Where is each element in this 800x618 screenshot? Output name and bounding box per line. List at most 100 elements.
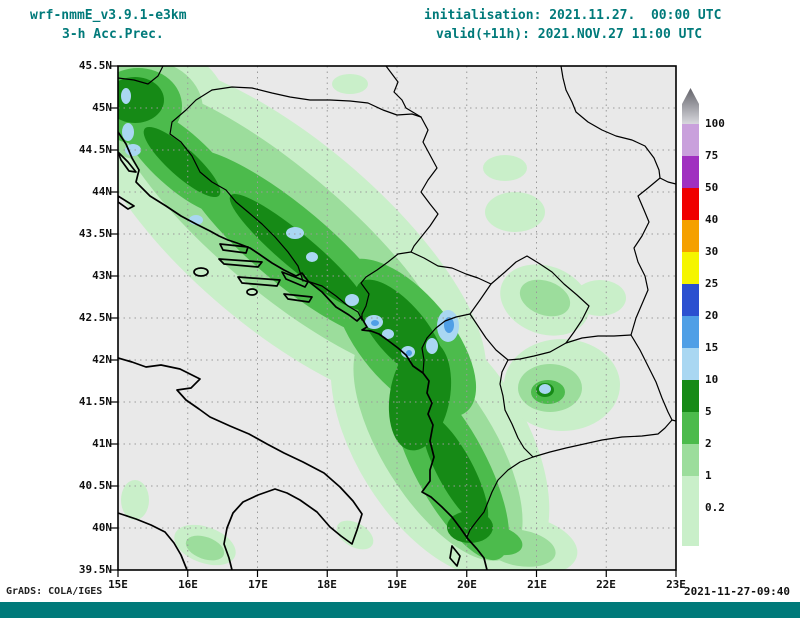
colorbar-swatch xyxy=(682,188,699,220)
lat-label: 39.5N xyxy=(78,563,112,576)
lon-label: 23E xyxy=(666,578,686,591)
valid-time: valid(+11h): 2021.NOV.27 11:00 UTC xyxy=(436,27,703,42)
precip-blob xyxy=(118,77,164,123)
colorbar xyxy=(682,88,699,546)
footer-bar xyxy=(0,602,800,618)
precip-blob xyxy=(143,126,221,198)
lat-label: 42N xyxy=(92,353,112,366)
lon-label: 18E xyxy=(317,578,337,591)
precip-blob xyxy=(229,193,367,311)
colorbar-swatch xyxy=(682,380,699,412)
axis-ticks xyxy=(111,65,677,577)
precip-blob xyxy=(371,320,379,326)
precip-blob xyxy=(539,384,551,394)
lat-label: 44.5N xyxy=(78,143,112,156)
island-lastovo xyxy=(246,288,258,296)
border-serbia-macedonia xyxy=(565,334,632,344)
colorbar-swatch xyxy=(682,284,699,316)
precip-shading xyxy=(118,66,626,570)
lon-label: 19E xyxy=(387,578,407,591)
lon-label: 20E xyxy=(457,578,477,591)
lon-label: 22E xyxy=(596,578,616,591)
border-albania-greece xyxy=(466,456,534,538)
border-bosnia-montenegro xyxy=(360,251,412,321)
border-serbia-bulgaria xyxy=(630,177,661,336)
colorbar-label: 5 xyxy=(705,405,712,418)
precip-blob xyxy=(485,192,545,232)
coastline-italy xyxy=(118,357,363,570)
colorbar-label: 50 xyxy=(705,181,719,194)
colorbar-swatch xyxy=(682,476,699,508)
precip-blob xyxy=(286,227,304,239)
precip-blob xyxy=(406,350,412,356)
lat-label: 41.5N xyxy=(78,395,112,408)
colorbar-label: 100 xyxy=(705,117,725,130)
precip-blob xyxy=(426,338,438,354)
island-vis xyxy=(193,267,209,277)
lat-label: 40N xyxy=(92,521,112,534)
colorbar-label: 15 xyxy=(705,341,719,354)
precip-blob xyxy=(121,480,149,520)
precip-blob xyxy=(121,88,131,104)
product-title: 3-h Acc.Prec. xyxy=(62,27,164,42)
lat-label: 45.5N xyxy=(78,59,112,72)
precip-blob xyxy=(185,535,225,561)
border-bosnia-serbia-drina xyxy=(410,116,439,253)
colorbar-swatch xyxy=(682,316,699,348)
colorbar-label: 1 xyxy=(705,469,712,482)
model-title: wrf-nmmE_v3.9.1-e3km xyxy=(30,8,187,23)
colorbar-label: 25 xyxy=(705,277,719,290)
precip-blob xyxy=(447,511,493,543)
colorbar-label: 2 xyxy=(705,437,712,450)
coastline-islands xyxy=(118,151,461,567)
lat-label: 45N xyxy=(92,101,112,114)
colorbar-swatch xyxy=(682,252,699,284)
lat-label: 43N xyxy=(92,269,112,282)
border-slovenia-croatia xyxy=(118,66,164,85)
creation-timestamp: 2021-11-27-09:40 xyxy=(684,585,790,598)
border-croatia-bosnia xyxy=(169,89,363,321)
colorbar-swatch xyxy=(682,220,699,252)
border-macedonia-bulgaria xyxy=(630,334,676,422)
precip-blob xyxy=(483,155,527,181)
lat-label: 41N xyxy=(92,437,112,450)
lon-label: 21E xyxy=(527,578,547,591)
colorbar-label: 20 xyxy=(705,309,719,322)
lon-label: 15E xyxy=(108,578,128,591)
border-kosovo xyxy=(469,255,590,361)
precip-blob xyxy=(421,414,489,526)
border-serbia-romania xyxy=(560,66,676,185)
lon-label: 17E xyxy=(248,578,268,591)
border-albania-macedonia xyxy=(499,359,534,458)
lat-label: 40.5N xyxy=(78,479,112,492)
colorbar-swatch xyxy=(682,124,699,156)
colorbar-label: 0.2 xyxy=(705,501,725,514)
colorbar-swatch xyxy=(682,444,699,476)
grads-credit: GrADS: COLA/IGES xyxy=(6,586,103,597)
lat-label: 42.5N xyxy=(78,311,112,324)
colorbar-swatch xyxy=(682,412,699,444)
border-croatia-serbia xyxy=(385,66,422,118)
lat-label: 44N xyxy=(92,185,112,198)
init-time: initialisation: 2021.11.27. 00:00 UTC xyxy=(424,8,722,23)
border-sava-bosnia-north xyxy=(211,86,422,118)
precip-blob xyxy=(382,329,394,339)
colorbar-swatch xyxy=(682,348,699,380)
colorbar-label: 10 xyxy=(705,373,719,386)
precip-blob xyxy=(574,280,626,316)
lon-label: 16E xyxy=(178,578,198,591)
border-montenegro-albania xyxy=(421,313,471,374)
colorbar-label: 30 xyxy=(705,245,719,258)
colorbar-label: 40 xyxy=(705,213,719,226)
colorbar-overflow-cap xyxy=(682,88,699,124)
border-serbia-montenegro xyxy=(410,251,492,285)
precip-blob xyxy=(345,294,359,306)
colorbar-swatch xyxy=(682,508,699,546)
precip-blob xyxy=(306,252,318,262)
colorbar-swatch xyxy=(682,156,699,188)
lat-label: 43.5N xyxy=(78,227,112,240)
precip-blob xyxy=(122,123,134,141)
border-macedonia-greece xyxy=(532,419,673,458)
coastline-adriatic-east xyxy=(118,131,488,570)
